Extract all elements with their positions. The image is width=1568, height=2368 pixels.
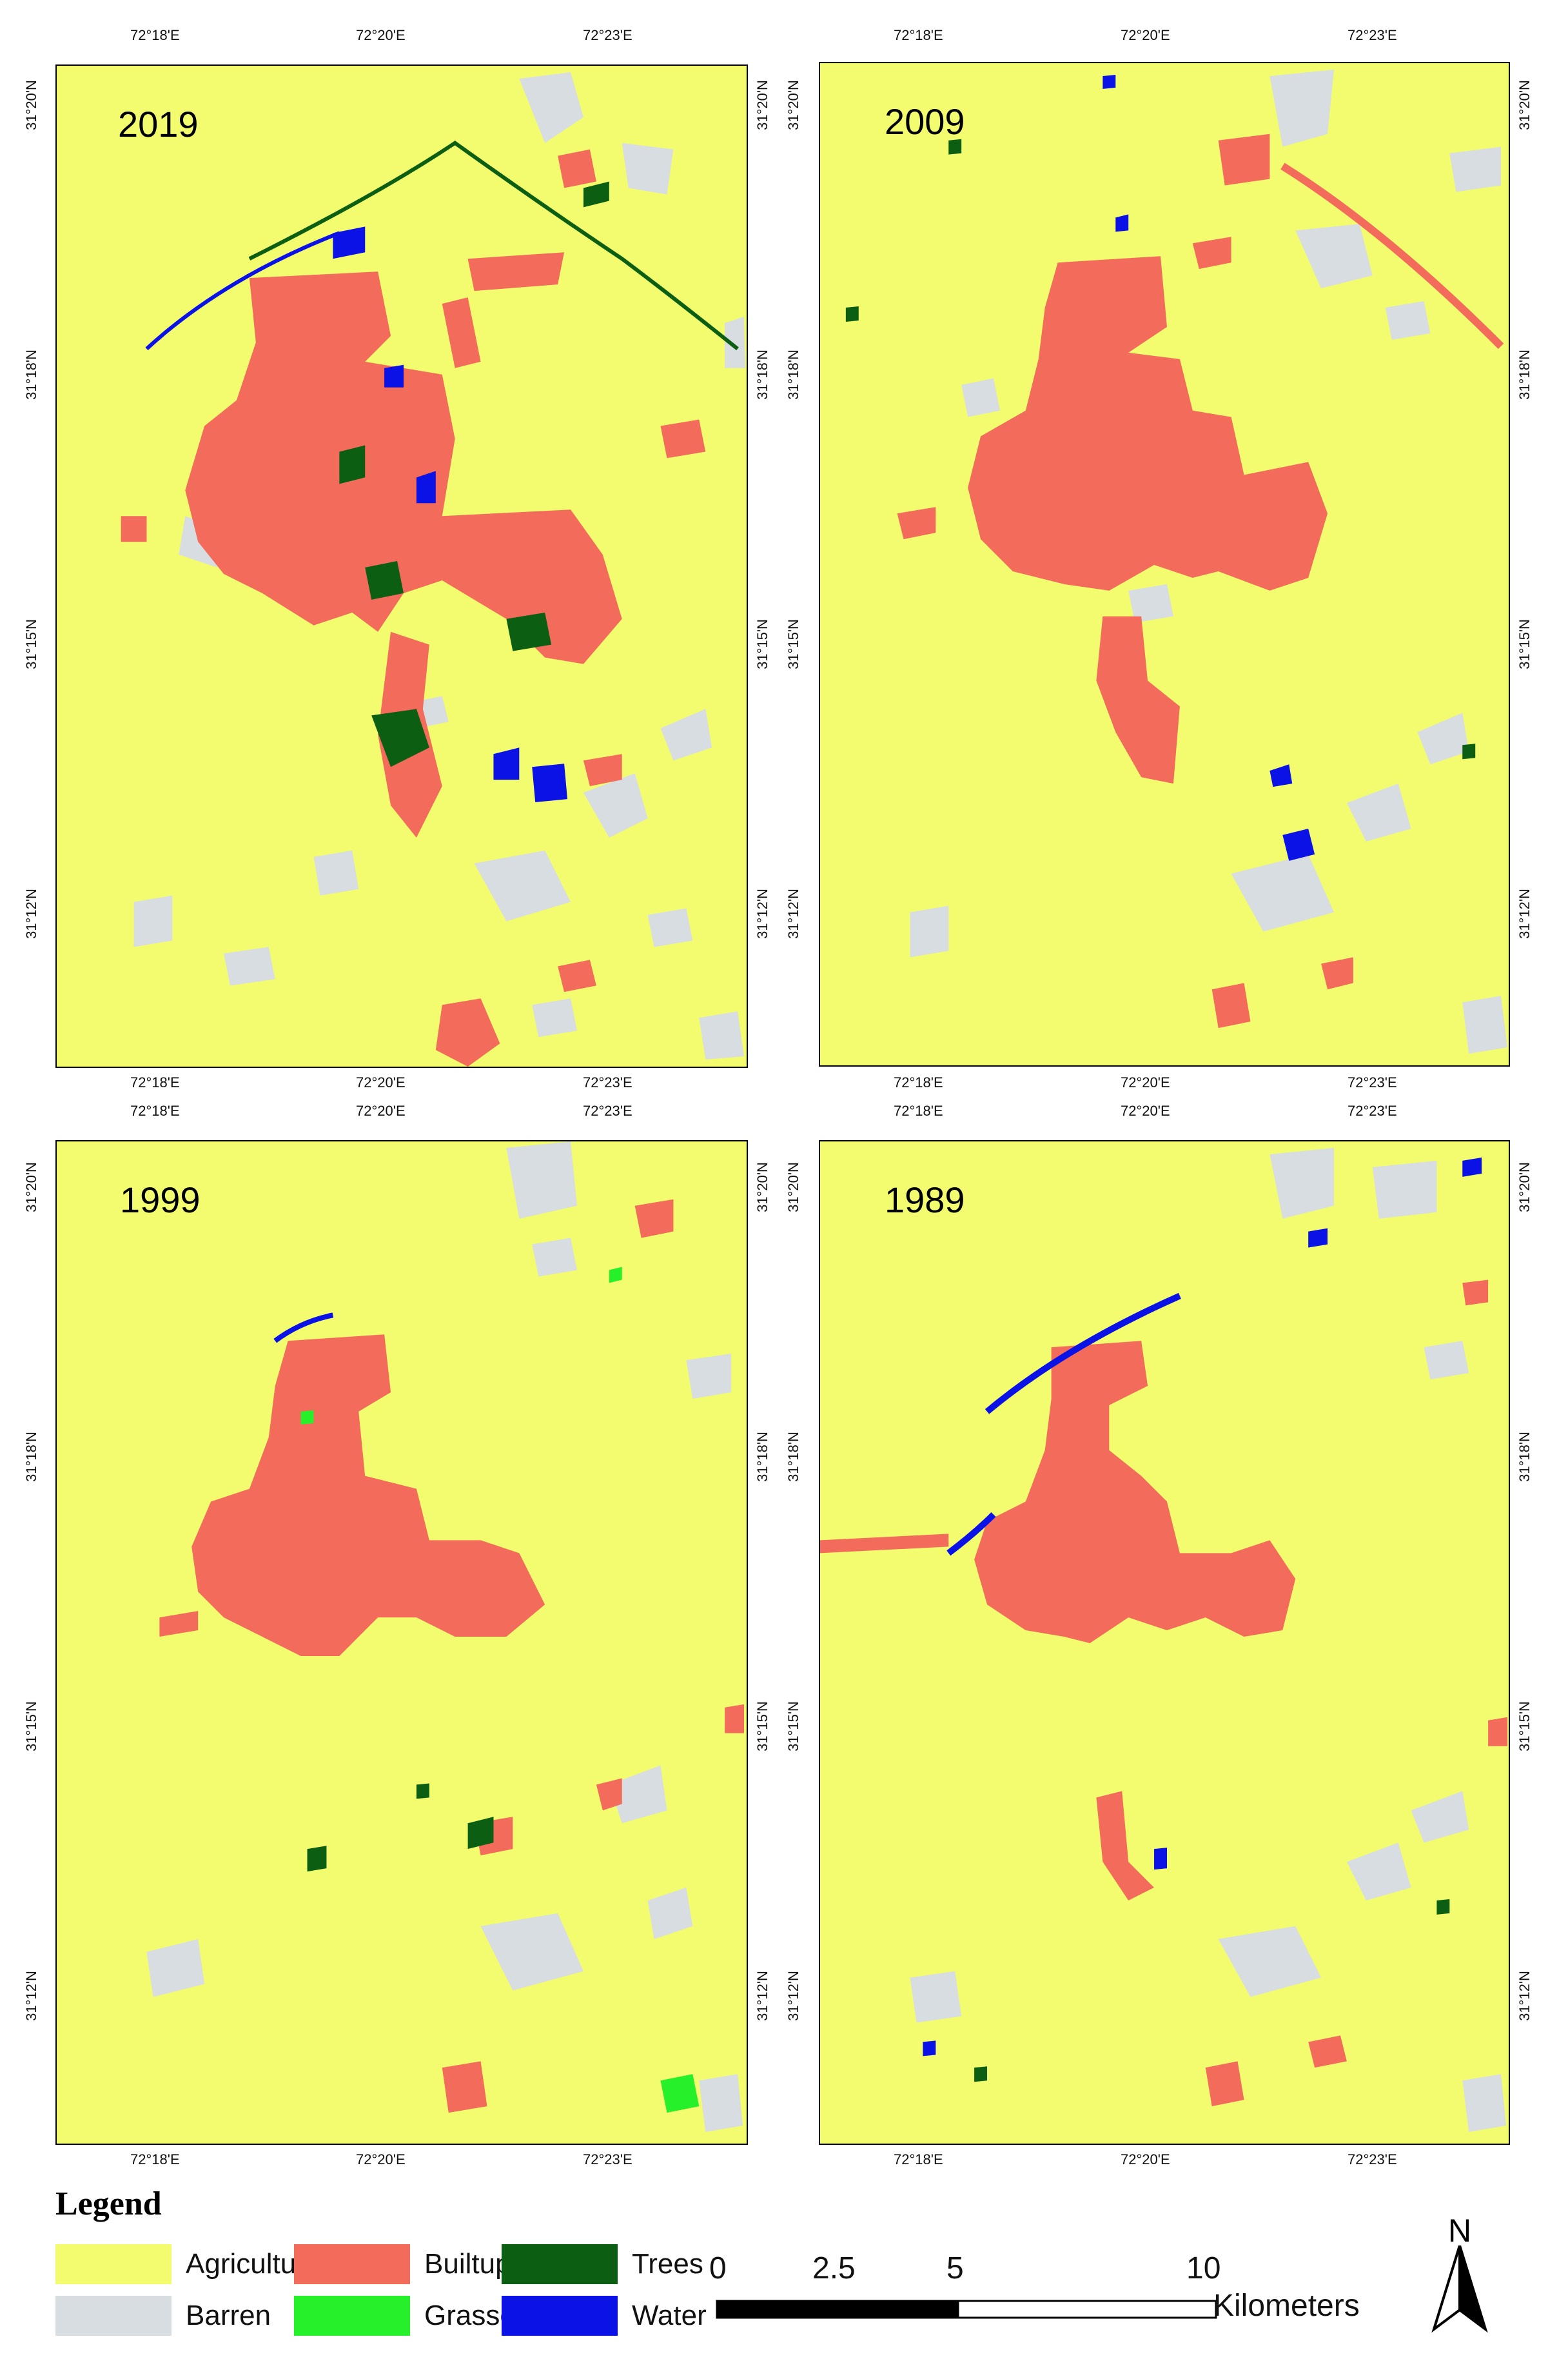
map-year-1999: 1999 (120, 1179, 201, 1220)
bottom-tick-2: 72°20'E (356, 2151, 406, 2167)
top-tick-3: 72°23'E (583, 1103, 632, 1119)
land-cover-map-1989 (820, 1141, 1509, 2144)
right-tick-3: 31°15'N (1516, 1701, 1533, 1751)
scale-label-0: 0 (709, 2251, 727, 2285)
legend-label-builtup: Builtup (424, 2248, 511, 2280)
top-tick-3: 72°23'E (583, 27, 632, 43)
scale-label-5: 5 (946, 2251, 964, 2285)
top-tick-1: 72°18'E (894, 27, 943, 43)
legend-label-barren: Barren (186, 2300, 271, 2331)
top-tick-1: 72°18'E (130, 1103, 180, 1119)
top-tick-3: 72°23'E (1348, 27, 1397, 43)
map-frame-2019 (55, 64, 748, 1068)
top-tick-2: 72°20'E (1121, 27, 1170, 43)
bottom-tick-2: 72°20'E (1121, 2151, 1170, 2167)
legend-item-water: Water (502, 2296, 707, 2336)
left-tick-4: 31°12'N (785, 1971, 801, 2021)
scale-bar-graphic (716, 2300, 1217, 2319)
map-frame-1989 (819, 1140, 1510, 2145)
bottom-tick-2: 72°20'E (1121, 1074, 1170, 1090)
left-tick-2: 31°18'N (785, 1432, 801, 1482)
left-tick-1: 31°20'N (23, 1162, 39, 1212)
left-tick-4: 31°12'N (23, 1971, 39, 2021)
map-panel-2019: 2019 72°18'E 72°20'E 72°23'E 72°18'E 72°… (0, 0, 774, 1096)
left-tick-3: 31°15'N (23, 619, 39, 669)
scale-label-2-5: 2.5 (812, 2251, 856, 2285)
map-panel-2009: 2009 72°18'E 72°20'E 72°23'E 72°18'E 72°… (765, 0, 1568, 1096)
right-tick-1: 31°20'N (1516, 80, 1533, 130)
map-year-2009: 2009 (885, 101, 965, 142)
bottom-tick-1: 72°18'E (894, 2151, 943, 2167)
land-cover-map-1999 (57, 1141, 747, 2144)
north-arrow-icon (1431, 2245, 1488, 2333)
left-tick-3: 31°15'N (23, 1701, 39, 1751)
map-year-2019: 2019 (118, 104, 199, 144)
left-tick-1: 31°20'N (785, 1162, 801, 1212)
map-frame-1999 (55, 1140, 748, 2145)
bottom-tick-3: 72°23'E (583, 1074, 632, 1090)
legend-item-barren: Barren (55, 2296, 271, 2336)
north-label: N (1448, 2213, 1472, 2249)
bottom-tick-1: 72°18'E (894, 1074, 943, 1090)
land-cover-map-2019 (57, 66, 747, 1067)
bottom-tick-1: 72°18'E (130, 2151, 180, 2167)
right-tick-1: 31°20'N (1516, 1162, 1533, 1212)
land-cover-map-2009 (820, 63, 1509, 1065)
bottom-tick-2: 72°20'E (356, 1074, 406, 1090)
top-tick-1: 72°18'E (130, 27, 180, 43)
legend-item-agriculture: Agriculture (55, 2244, 321, 2284)
left-tick-3: 31°15'N (785, 1701, 801, 1751)
legend-item-trees: Trees (502, 2244, 703, 2284)
left-tick-4: 31°12'N (785, 889, 801, 939)
map-year-1989: 1989 (885, 1179, 965, 1220)
left-tick-4: 31°12'N (23, 889, 39, 939)
scale-label-10: 10 (1186, 2251, 1221, 2285)
legend-label-water: Water (632, 2300, 707, 2331)
legend-item-grasses: Grasses (294, 2296, 530, 2336)
map-panel-1999: 1999 72°18'E 72°20'E 72°23'E 72°18'E 72°… (0, 1076, 774, 2172)
legend-item-builtup: Builtup (294, 2244, 511, 2284)
map-frame-2009 (819, 62, 1510, 1067)
scale-bar: 0 2.5 5 10 Kilometers (709, 2251, 1393, 2341)
top-tick-2: 72°20'E (356, 27, 406, 43)
top-tick-1: 72°18'E (894, 1103, 943, 1119)
legend-swatch-water (502, 2296, 618, 2336)
bottom-tick-3: 72°23'E (1348, 1074, 1397, 1090)
top-tick-2: 72°20'E (356, 1103, 406, 1119)
bottom-tick-3: 72°23'E (583, 2151, 632, 2167)
left-tick-2: 31°18'N (23, 350, 39, 400)
right-tick-4: 31°12'N (1516, 1971, 1533, 2021)
map-panel-1989: 1989 72°18'E 72°20'E 72°23'E 72°18'E 72°… (765, 1076, 1568, 2172)
top-tick-2: 72°20'E (1121, 1103, 1170, 1119)
legend-swatch-trees (502, 2244, 618, 2284)
bottom-tick-1: 72°18'E (130, 1074, 180, 1090)
right-tick-2: 31°18'N (1516, 1432, 1533, 1482)
left-tick-2: 31°18'N (23, 1432, 39, 1482)
right-tick-2: 31°18'N (1516, 350, 1533, 400)
left-tick-1: 31°20'N (23, 80, 39, 130)
right-tick-3: 31°15'N (1516, 619, 1533, 669)
legend-label-trees: Trees (632, 2248, 703, 2280)
legend-swatch-grasses (294, 2296, 410, 2336)
legend-swatch-barren (55, 2296, 172, 2336)
left-tick-3: 31°15'N (785, 619, 801, 669)
right-tick-4: 31°12'N (1516, 889, 1533, 939)
legend-title: Legend (55, 2185, 162, 2222)
legend-swatch-agriculture (55, 2244, 172, 2284)
bottom-tick-3: 72°23'E (1348, 2151, 1397, 2167)
top-tick-3: 72°23'E (1348, 1103, 1397, 1119)
north-arrow: N (1421, 2212, 1498, 2341)
left-tick-1: 31°20'N (785, 80, 801, 130)
legend-swatch-builtup (294, 2244, 410, 2284)
left-tick-2: 31°18'N (785, 350, 801, 400)
scale-unit: Kilometers (1213, 2289, 1360, 2323)
